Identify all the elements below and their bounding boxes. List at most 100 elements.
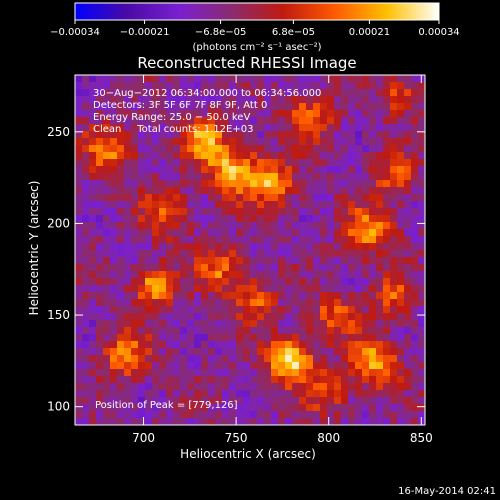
heatmap-pixel [397,411,405,419]
heatmap-pixel [173,173,181,181]
heatmap-pixel [103,397,111,405]
heatmap-pixel [334,292,342,300]
heatmap-pixel [159,173,167,181]
heatmap-pixel [173,236,181,244]
heatmap-pixel [89,229,97,237]
heatmap-pixel [404,250,412,258]
heatmap-pixel [103,334,111,342]
heatmap-pixel [180,138,188,146]
heatmap-pixel [348,131,356,139]
heatmap-pixel [355,348,363,356]
heatmap-pixel [383,173,391,181]
heatmap-pixel [411,117,419,125]
heatmap-pixel [264,313,272,321]
heatmap-pixel [250,397,258,405]
heatmap-pixel [369,292,377,300]
heatmap-pixel [152,138,160,146]
heatmap-pixel [117,131,125,139]
heatmap-pixel [236,215,244,223]
heatmap-pixel [271,257,279,265]
heatmap-pixel [145,82,153,90]
heatmap-pixel [362,397,370,405]
heatmap-pixel [173,383,181,391]
heatmap-pixel [250,89,258,97]
heatmap-pixel [166,397,174,405]
heatmap-pixel [194,236,202,244]
heatmap-pixel [159,75,167,83]
heatmap-pixel [75,117,83,125]
heatmap-pixel [215,418,223,426]
heatmap-pixel [334,173,342,181]
heatmap-pixel [152,257,160,265]
heatmap-pixel [292,341,300,349]
heatmap-pixel [89,82,97,90]
heatmap-pixel [187,341,195,349]
heatmap-pixel [355,383,363,391]
heatmap-pixel [96,299,104,307]
heatmap-pixel [96,103,104,111]
heatmap-pixel [82,264,90,272]
heatmap-pixel [285,152,293,160]
heatmap-pixel [250,285,258,293]
heatmap-pixel [376,159,384,167]
heatmap-pixel [208,285,216,293]
heatmap-pixel [334,404,342,412]
heatmap-pixel [229,390,237,398]
heatmap-pixel [117,96,125,104]
heatmap-pixel [250,383,258,391]
heatmap-pixel [397,201,405,209]
heatmap-pixel [327,278,335,286]
heatmap-pixel [411,299,419,307]
heatmap-pixel [341,124,349,132]
heatmap-pixel [376,292,384,300]
heatmap-pixel [215,369,223,377]
heatmap-pixel [418,187,426,195]
heatmap-pixel [229,327,237,335]
heatmap-pixel [369,348,377,356]
heatmap-pixel [271,180,279,188]
heatmap-pixel [236,278,244,286]
heatmap-pixel [208,292,216,300]
heatmap-pixel [96,418,104,426]
heatmap-pixel [390,390,398,398]
heatmap-pixel [334,96,342,104]
heatmap-pixel [355,75,363,83]
heatmap-pixel [278,411,286,419]
heatmap-pixel [131,159,139,167]
heatmap-pixel [411,229,419,237]
heatmap-pixel [236,362,244,370]
heatmap-pixel [362,166,370,174]
heatmap-pixel [173,243,181,251]
heatmap-pixel [383,411,391,419]
heatmap-pixel [166,327,174,335]
heatmap-pixel [138,138,146,146]
heatmap-pixel [320,418,328,426]
heatmap-pixel [320,264,328,272]
heatmap-pixel [215,166,223,174]
heatmap-pixel [236,320,244,328]
heatmap-pixel [257,208,265,216]
heatmap-pixel [103,117,111,125]
heatmap-pixel [82,187,90,195]
heatmap-pixel [243,404,251,412]
heatmap-pixel [82,383,90,391]
heatmap-pixel [243,194,251,202]
heatmap-pixel [103,306,111,314]
heatmap-pixel [327,306,335,314]
heatmap-pixel [355,341,363,349]
heatmap-pixel [278,355,286,363]
heatmap-pixel [411,215,419,223]
heatmap-pixel [418,117,426,125]
heatmap-pixel [355,180,363,188]
heatmap-pixel [383,145,391,153]
heatmap-pixel [313,215,321,223]
heatmap-pixel [362,222,370,230]
heatmap-pixel [173,250,181,258]
heatmap-pixel [131,208,139,216]
heatmap-pixel [306,285,314,293]
heatmap-pixel [117,411,125,419]
heatmap-pixel [208,404,216,412]
heatmap-pixel [257,355,265,363]
heatmap-pixel [82,124,90,132]
heatmap-pixel [180,152,188,160]
